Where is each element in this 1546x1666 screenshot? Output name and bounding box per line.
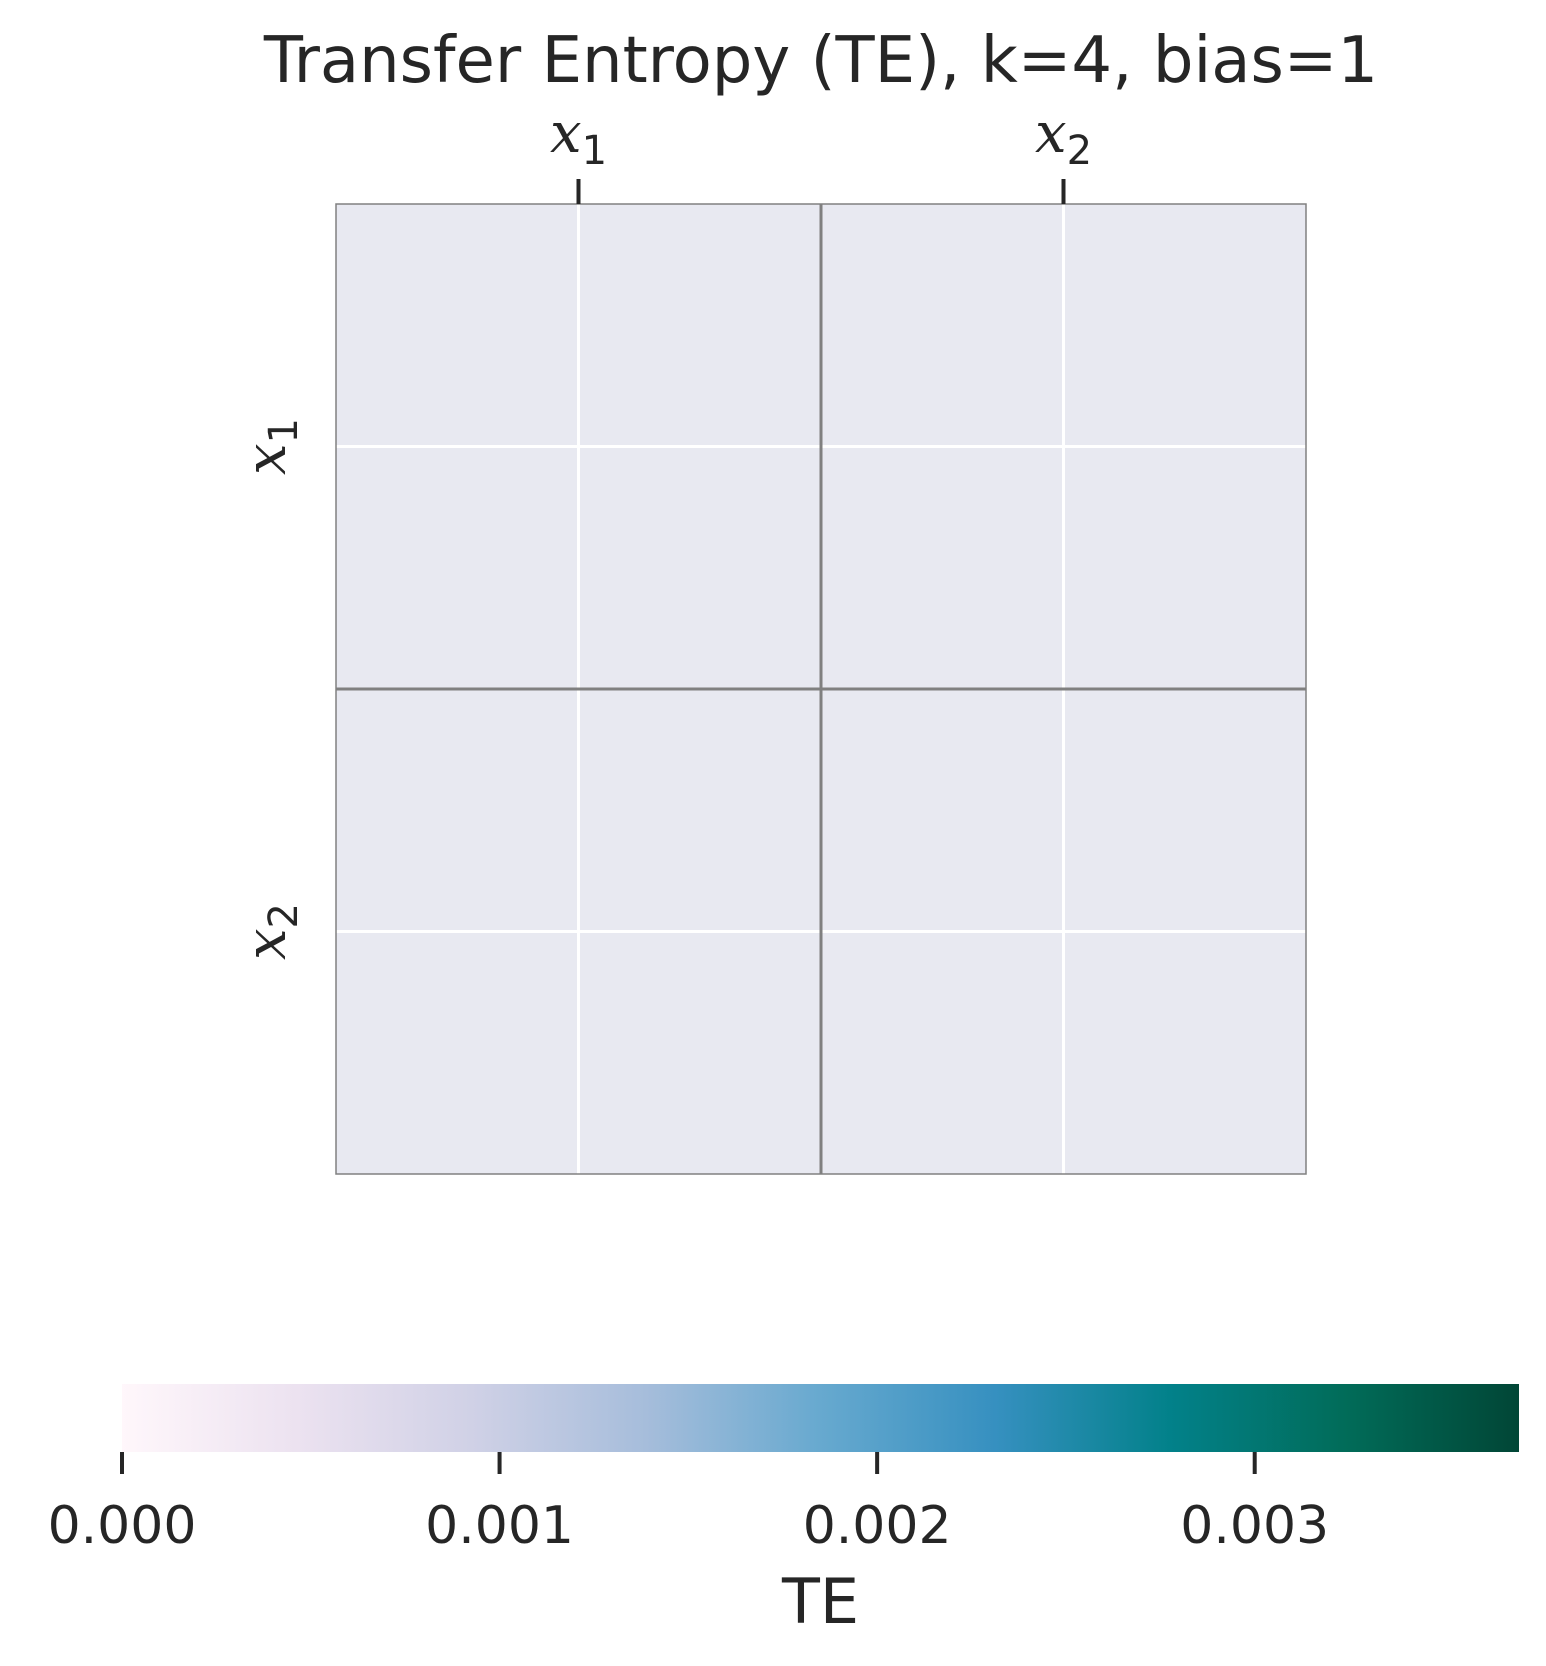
x-tick-label-1: x1 (550, 101, 607, 174)
colorbar-tick-label: 0.003 (1180, 1496, 1329, 1556)
colorbar-tick-label: 0.002 (803, 1496, 952, 1556)
heatmap-cell-borders (335, 203, 1307, 1175)
colorbar-label: TE (781, 1565, 859, 1638)
x-tick-label-2: x2 (1035, 101, 1092, 174)
y-axis-ticks: x1 x2 (234, 418, 307, 960)
chart-title: Transfer Entropy (TE), k=4, bias=1 (263, 24, 1378, 98)
x-axis-ticks: x1 x2 (550, 101, 1092, 204)
colorbar-tick-label: 0.001 (425, 1496, 574, 1556)
colorbar-ticks: 0.000 0.001 0.002 0.003 (48, 1452, 1329, 1556)
y-tick-label-2: x2 (234, 903, 307, 960)
colorbar-tick-label: 0.000 (48, 1496, 197, 1556)
y-tick-label-1: x1 (234, 418, 307, 475)
colorbar (122, 1384, 1519, 1452)
